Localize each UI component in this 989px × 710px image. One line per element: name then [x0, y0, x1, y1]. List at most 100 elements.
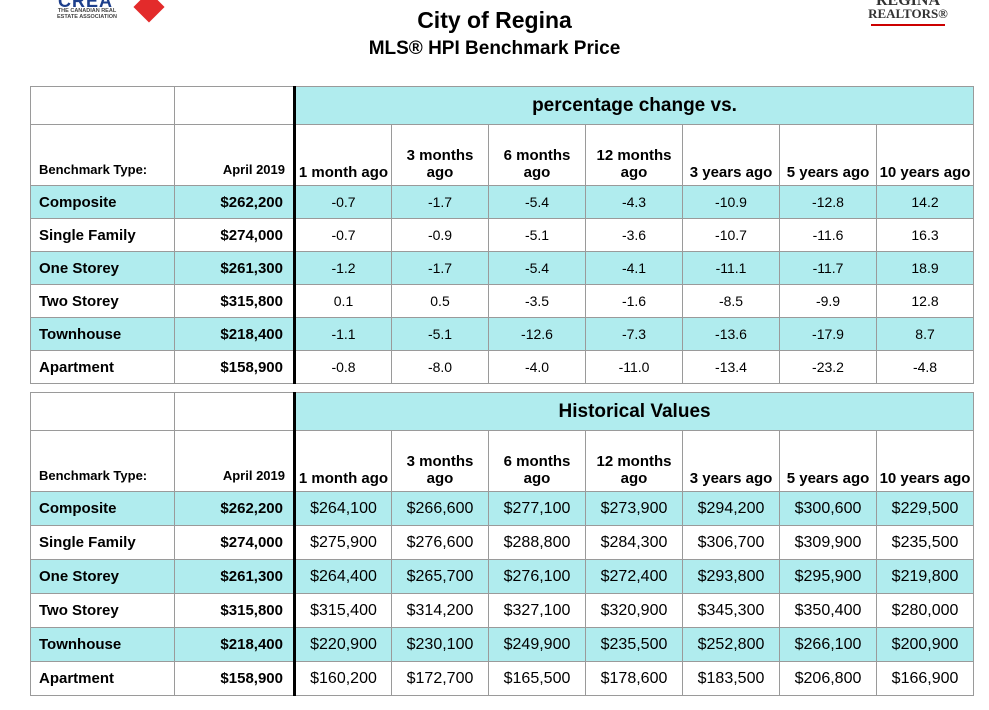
table-row: One Storey $261,300 -1.2 -1.7 -5.4 -4.1 -11.1-… [30, 251, 975, 285]
period-header: 5 years ago [779, 124, 877, 186]
table-row: Townhouse $218,400 -1.1 -5.1 -12.6 -7.3 -13.6-… [30, 317, 975, 351]
corner-cell [174, 392, 296, 431]
benchmark-type-header: Benchmark Type: [30, 124, 175, 186]
value-cell: $276,600 [391, 525, 489, 560]
benchmark-type-cell: One Storey [30, 559, 175, 594]
value-cell: $293,800 [682, 559, 780, 594]
value-cell: -1.7 [391, 251, 489, 285]
corner-cell [30, 392, 175, 431]
period-header: 3 years ago [682, 430, 780, 492]
value-cell: $272,400 [585, 559, 683, 594]
value-cell: $277,100 [488, 491, 586, 526]
value-cell: $200,900 [875, 627, 975, 662]
value-cell: $220,900 [293, 627, 392, 662]
value-cell: 18.9 [875, 251, 975, 285]
value-cell: $235,500 [875, 525, 975, 560]
value-cell: -0.9 [391, 218, 489, 252]
regina-realtors-logo: REGINA REALTORS® [863, 0, 953, 30]
value-cell: -5.4 [488, 251, 586, 285]
value-cell: -1.7 [391, 185, 489, 219]
crea-logo-subtext: THE CANADIAN REAL ESTATE ASSOCIATION [57, 8, 117, 20]
value-cell: $229,500 [875, 491, 975, 526]
value-cell: -8.5 [682, 284, 780, 318]
benchmark-type-cell: Composite [30, 491, 175, 526]
value-cell: $166,900 [875, 661, 975, 696]
value-cell: $275,900 [293, 525, 392, 560]
value-cell: $306,700 [682, 525, 780, 560]
benchmark-type-cell: Townhouse [30, 317, 175, 351]
benchmark-price-cell: $274,000 [174, 218, 296, 252]
benchmark-price-cell: $218,400 [174, 317, 296, 351]
value-cell: $183,500 [682, 661, 780, 696]
value-cell: $314,200 [391, 593, 489, 628]
value-cell: $264,100 [293, 491, 392, 526]
benchmark-price-cell: $158,900 [174, 661, 296, 696]
value-cell: -8.0 [391, 350, 489, 384]
value-cell: $276,100 [488, 559, 586, 594]
value-cell: $327,100 [488, 593, 586, 628]
value-cell: -23.2 [779, 350, 877, 384]
period-header: 3 months ago [391, 124, 489, 186]
benchmark-type-cell: Townhouse [30, 627, 175, 662]
table-row: Single Family $274,000 -0.7 -0.9 -5.1 -3.6 -10… [30, 218, 975, 252]
benchmark-price-cell: $315,800 [174, 593, 296, 628]
value-cell: -4.0 [488, 350, 586, 384]
period-header: 10 years ago [875, 430, 975, 492]
value-cell: $266,600 [391, 491, 489, 526]
benchmark-price-cell: $262,200 [174, 185, 296, 219]
benchmark-type-cell: Two Storey [30, 593, 175, 628]
historical-values-table: Historical Values Benchmark Type: April … [30, 392, 975, 696]
value-cell: $235,500 [585, 627, 683, 662]
benchmark-price-cell: $261,300 [174, 251, 296, 285]
value-cell: -3.6 [585, 218, 683, 252]
value-cell: $320,900 [585, 593, 683, 628]
value-cell: $264,400 [293, 559, 392, 594]
period-header: 3 months ago [391, 430, 489, 492]
value-cell: -9.9 [779, 284, 877, 318]
table-row: Townhouse $218,400 $220,900 $230,100 $249,90… [30, 627, 975, 662]
value-cell: $178,600 [585, 661, 683, 696]
value-cell: -17.9 [779, 317, 877, 351]
value-cell: 14.2 [875, 185, 975, 219]
value-cell: $160,200 [293, 661, 392, 696]
benchmark-price-cell: $274,000 [174, 525, 296, 560]
value-cell: 0.5 [391, 284, 489, 318]
period-header: 10 years ago [875, 124, 975, 186]
page-title: City of Regina [417, 7, 572, 33]
benchmark-type-cell: Two Storey [30, 284, 175, 318]
value-cell: -0.7 [293, 185, 392, 219]
corner-cell [174, 86, 296, 125]
value-cell: -12.6 [488, 317, 586, 351]
benchmark-price-cell: $262,200 [174, 491, 296, 526]
value-cell: $252,800 [682, 627, 780, 662]
page-subtitle: MLS® HPI Benchmark Price [368, 38, 621, 59]
value-cell: -0.7 [293, 218, 392, 252]
value-cell: -11.1 [682, 251, 780, 285]
value-cell: -4.1 [585, 251, 683, 285]
table-row: Two Storey $315,800 $315,400 $314,200 $327,1… [30, 593, 975, 628]
table-row: Apartment $158,900 -0.8 -8.0 -4.0 -11.0 -13.4-… [30, 350, 975, 384]
crea-logo-text: CREA [58, 0, 114, 11]
value-cell: 16.3 [875, 218, 975, 252]
benchmark-type-cell: Apartment [30, 661, 175, 696]
value-cell: $172,700 [391, 661, 489, 696]
value-cell: $273,900 [585, 491, 683, 526]
value-cell: -1.6 [585, 284, 683, 318]
value-cell: -10.9 [682, 185, 780, 219]
regina-logo-line1: REGINA [875, 0, 940, 9]
period-header: 3 years ago [682, 124, 780, 186]
benchmark-type-cell: Apartment [30, 350, 175, 384]
value-cell: 8.7 [875, 317, 975, 351]
period-header: 12 months ago [585, 124, 683, 186]
value-cell: $206,800 [779, 661, 877, 696]
period-header: 12 months ago [585, 430, 683, 492]
period-header: 5 years ago [779, 430, 877, 492]
period-header: 1 month ago [294, 430, 392, 492]
table-row: Single Family $274,000 $275,900 $276,600 $28… [30, 525, 975, 560]
period-header: 6 months ago [488, 124, 586, 186]
value-cell: -13.6 [682, 317, 780, 351]
benchmark-type-cell: Composite [30, 185, 175, 219]
value-cell: $309,900 [779, 525, 877, 560]
benchmark-price-cell: $218,400 [174, 627, 296, 662]
benchmark-price-cell: $315,800 [174, 284, 296, 318]
